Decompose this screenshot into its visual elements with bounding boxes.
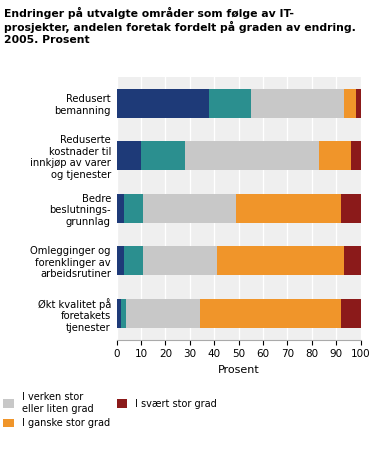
Bar bbox=[144, 194, 236, 223]
Bar bbox=[199, 299, 341, 328]
Bar bbox=[236, 194, 341, 223]
Bar bbox=[356, 89, 361, 118]
Bar bbox=[117, 141, 141, 170]
Bar bbox=[117, 194, 124, 223]
Bar bbox=[117, 89, 209, 118]
Bar bbox=[141, 141, 185, 170]
Bar bbox=[121, 299, 126, 328]
X-axis label: Prosent: Prosent bbox=[218, 365, 259, 375]
Legend: I svært liten grad, I ganske liten grad, I verken stor
eller liten grad, I gansk: I svært liten grad, I ganske liten grad,… bbox=[0, 392, 217, 429]
Bar bbox=[351, 141, 361, 170]
Bar bbox=[124, 246, 144, 275]
Bar bbox=[185, 141, 319, 170]
Text: Endringer på utvalgte områder som følge av IT-
prosjekter, andelen foretak forde: Endringer på utvalgte områder som følge … bbox=[4, 7, 356, 44]
Bar bbox=[209, 89, 251, 118]
Bar bbox=[341, 194, 361, 223]
Bar bbox=[126, 299, 199, 328]
Bar bbox=[117, 299, 121, 328]
Bar bbox=[217, 246, 344, 275]
Bar bbox=[344, 246, 361, 275]
Bar bbox=[144, 246, 217, 275]
Bar bbox=[341, 299, 361, 328]
Bar bbox=[117, 246, 124, 275]
Bar bbox=[319, 141, 351, 170]
Bar bbox=[251, 89, 344, 118]
Bar bbox=[124, 194, 144, 223]
Bar bbox=[344, 89, 356, 118]
